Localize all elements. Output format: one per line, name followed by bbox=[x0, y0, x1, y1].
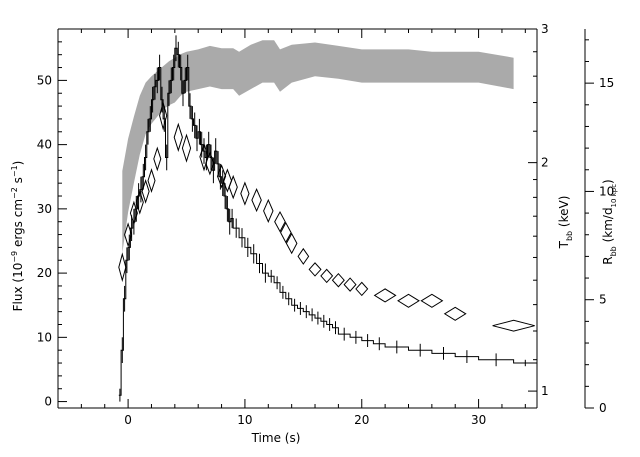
y-left-tick-label: 50 bbox=[37, 73, 52, 87]
radius-diamond bbox=[285, 232, 298, 255]
radius-diamond bbox=[251, 188, 262, 213]
radius-diamond bbox=[331, 272, 345, 288]
radius-diamond bbox=[173, 122, 183, 152]
y-radius-axis-label: Rbb (km/d10 kpc) bbox=[601, 179, 618, 264]
radius-diamond bbox=[181, 133, 192, 163]
radius-diamond bbox=[297, 247, 310, 265]
y-left-axis-label: Flux (10−9 ergs cm−2 s−1) bbox=[10, 161, 25, 312]
svg-text:Tbb (keV): Tbb (keV) bbox=[557, 196, 574, 250]
radius-diamond bbox=[397, 293, 420, 308]
y-left-tick-label: 40 bbox=[37, 138, 52, 152]
y-left-tick-label: 0 bbox=[44, 395, 52, 409]
radius-diamond bbox=[129, 200, 138, 226]
radius-diamond bbox=[280, 221, 292, 244]
radius-diamond bbox=[228, 174, 238, 200]
svg-text:Rbb (km/d10 kpc): Rbb (km/d10 kpc) bbox=[601, 179, 618, 264]
radius-diamond bbox=[420, 293, 444, 308]
radius-diamond bbox=[147, 168, 156, 194]
radius-diamond bbox=[355, 281, 369, 297]
x-axis-label: Time (s) bbox=[251, 431, 301, 445]
svg-text:Flux (10−9 ergs cm−2 s−1): Flux (10−9 ergs cm−2 s−1) bbox=[10, 161, 25, 312]
x-tick-label: 30 bbox=[471, 413, 486, 427]
y-temp-tick-label: 3 bbox=[541, 22, 549, 36]
radius-diamond bbox=[141, 178, 150, 204]
radius-diamond bbox=[492, 319, 535, 332]
x-tick-label: 20 bbox=[354, 413, 369, 427]
radius-diamond bbox=[320, 268, 334, 284]
flux-histogram-layer bbox=[118, 35, 537, 402]
y-left-tick-label: 20 bbox=[37, 266, 52, 280]
y-left-tick-label: 10 bbox=[37, 330, 52, 344]
y-temp-axis-label: Tbb (keV) bbox=[557, 196, 574, 250]
y-temp-tick-label: 1 bbox=[541, 384, 549, 398]
radius-diamond bbox=[443, 306, 467, 321]
y-radius-tick-label: 15 bbox=[599, 76, 614, 90]
radius-diamond bbox=[118, 252, 127, 283]
radius-diamond bbox=[373, 288, 397, 303]
temperature-band-layer bbox=[122, 40, 514, 254]
y-radius-tick-label: 5 bbox=[599, 293, 607, 307]
radius-diamond bbox=[153, 146, 162, 172]
y-temp-tick-label: 2 bbox=[541, 156, 549, 170]
y-radius-tick-label: 10 bbox=[599, 184, 614, 198]
y-radius-tick-label: 0 bbox=[599, 401, 607, 415]
temperature-band bbox=[122, 40, 514, 254]
y-left-tick-label: 30 bbox=[37, 202, 52, 216]
radius-diamond bbox=[274, 210, 286, 233]
radius-diamond bbox=[263, 198, 274, 223]
radius-diamond bbox=[240, 181, 250, 206]
radius-diamond-layer bbox=[118, 100, 535, 332]
x-tick-label: 0 bbox=[124, 413, 132, 427]
flux-histogram bbox=[118, 47, 537, 396]
radius-diamond bbox=[308, 262, 322, 277]
radius-diamond bbox=[343, 277, 357, 292]
x-tick-label: 10 bbox=[237, 413, 252, 427]
